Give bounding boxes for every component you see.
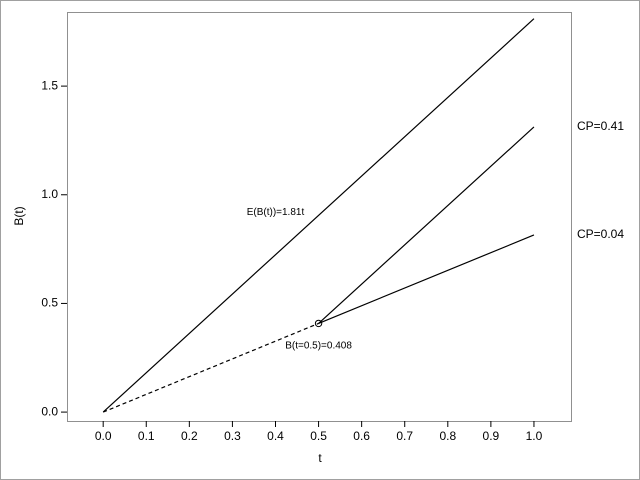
annotation: B(t=0.5)=0.408 <box>285 340 352 351</box>
x-tick-label: 0.8 <box>439 429 456 443</box>
x-tick-label: 0.1 <box>138 429 155 443</box>
x-tick-label: 0.2 <box>181 429 198 443</box>
y-tick-label: 1.0 <box>41 187 58 201</box>
end-label: CP=0.41 <box>577 119 624 133</box>
x-tick-label: 0.0 <box>95 429 112 443</box>
line-series <box>318 126 535 324</box>
x-tick-label: 0.7 <box>396 429 413 443</box>
x-tick-label: 0.9 <box>483 429 500 443</box>
y-tick-label: 0.5 <box>41 296 58 310</box>
annotation: E(B(t))=1.81t <box>247 207 305 218</box>
x-tick-label: 0.3 <box>224 429 241 443</box>
x-axis-label: t <box>318 451 322 465</box>
y-axis-label: B(t) <box>12 206 26 225</box>
point-marker <box>314 319 323 328</box>
line-series <box>318 234 535 324</box>
plot-frame <box>67 12 572 422</box>
line-series <box>102 322 319 413</box>
y-tick-label: 0.0 <box>41 404 58 418</box>
x-tick-label: 0.4 <box>267 429 284 443</box>
line-series <box>102 18 535 413</box>
x-tick-label: 0.6 <box>353 429 370 443</box>
end-label: CP=0.04 <box>577 227 624 241</box>
x-tick-label: 1.0 <box>526 429 543 443</box>
x-tick-label: 0.5 <box>310 429 327 443</box>
y-tick-label: 1.5 <box>41 78 58 92</box>
